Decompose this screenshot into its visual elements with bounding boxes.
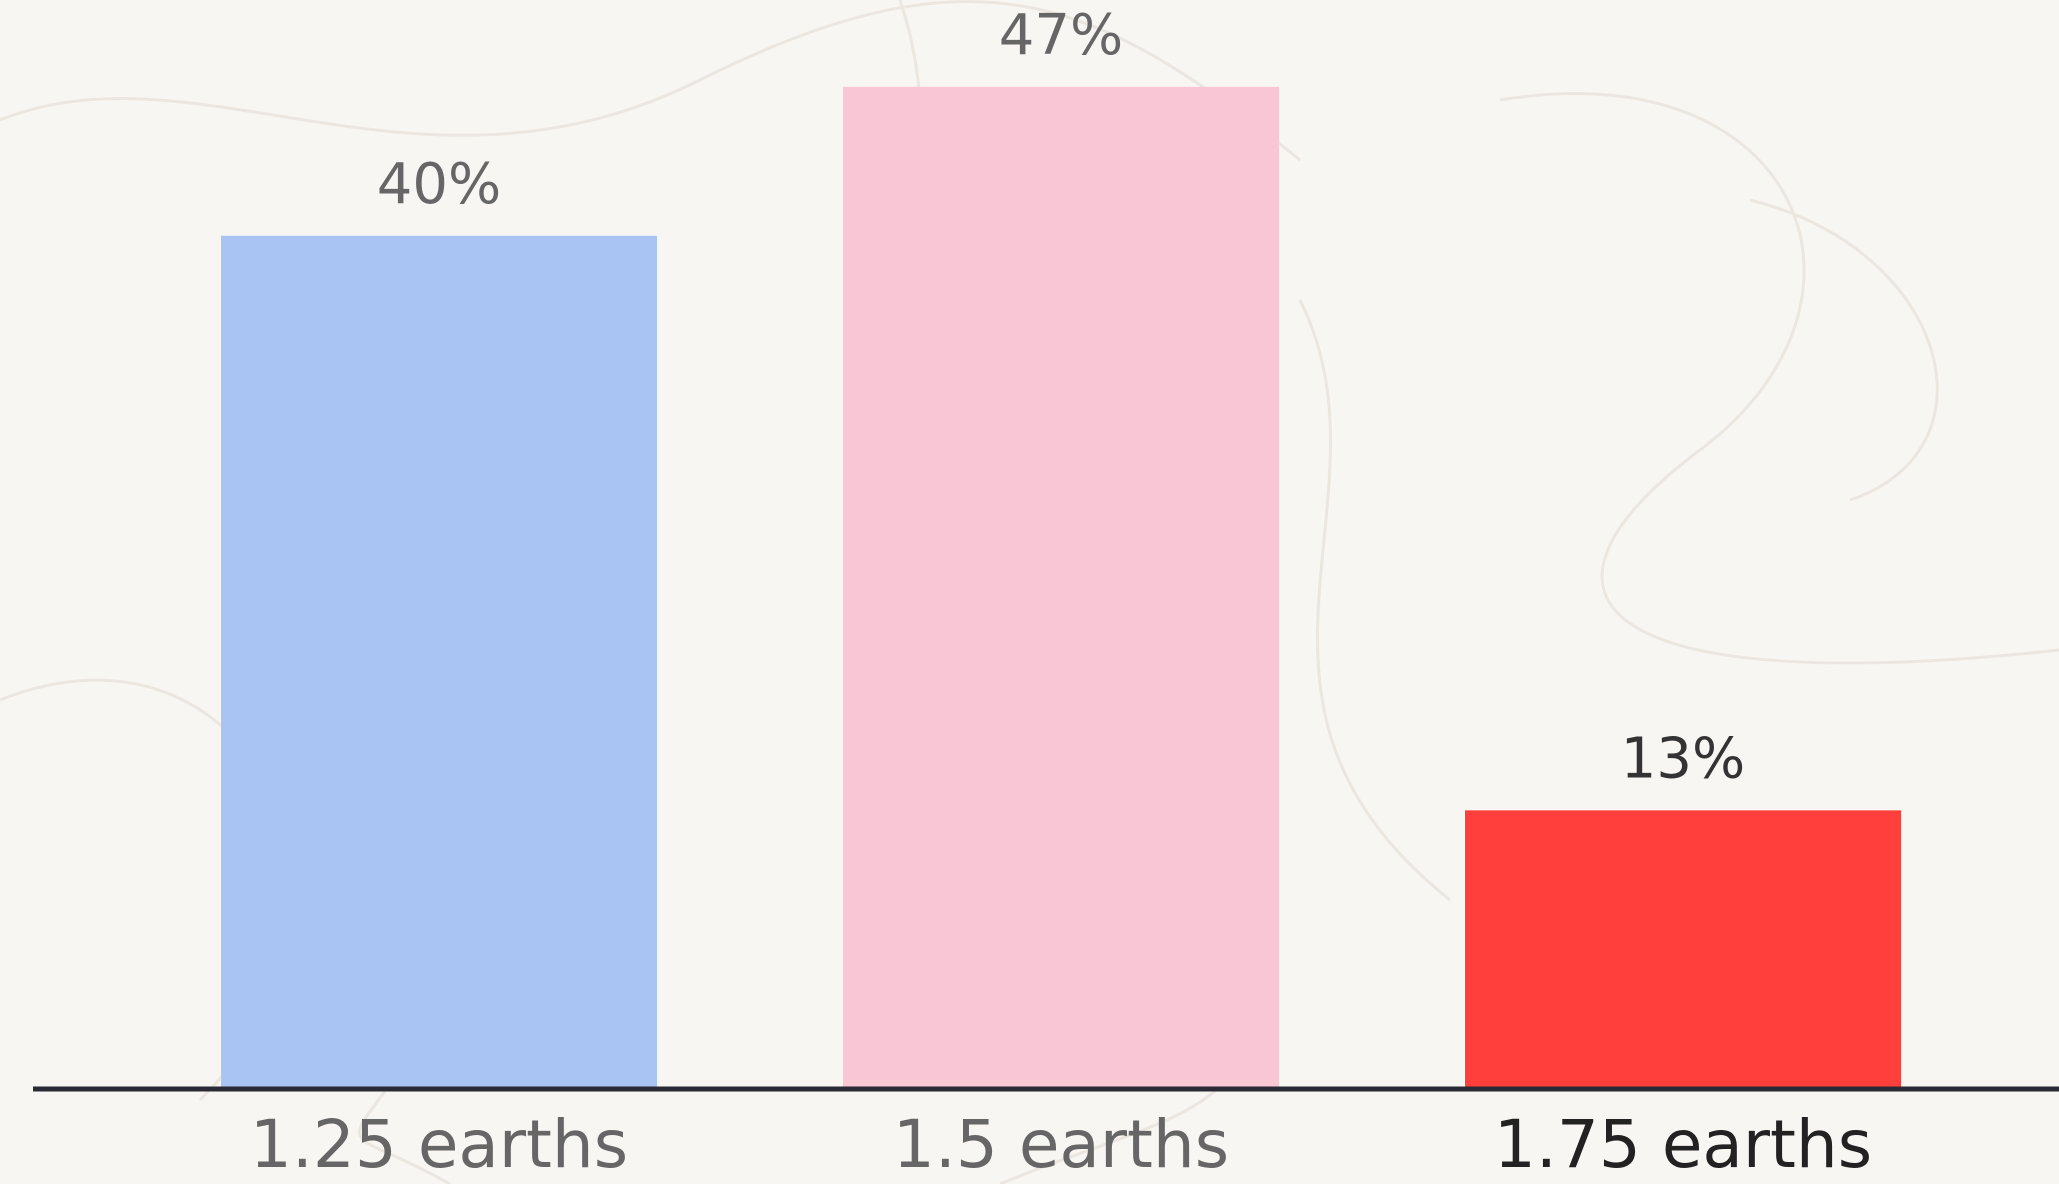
contour	[1749, 198, 1939, 502]
x-tick-label: 1.5 earths	[893, 1106, 1229, 1183]
x-tick-label: 1.75 earths	[1494, 1106, 1872, 1183]
contour	[1499, 92, 2059, 665]
bar	[221, 235, 657, 1088]
bar	[1465, 810, 1901, 1087]
contour	[0, 0, 1301, 162]
value-label: 13%	[1621, 727, 1745, 792]
bar	[843, 86, 1279, 1088]
value-label: 47%	[999, 3, 1123, 68]
plot: 40% 1.25 earths 47% 1.5 earths 13% 1.75 earth…	[33, 3, 2059, 1183]
x-tick-label: 1.25 earths	[250, 1106, 628, 1183]
value-label: 40%	[377, 152, 501, 217]
contour	[1298, 299, 1451, 902]
